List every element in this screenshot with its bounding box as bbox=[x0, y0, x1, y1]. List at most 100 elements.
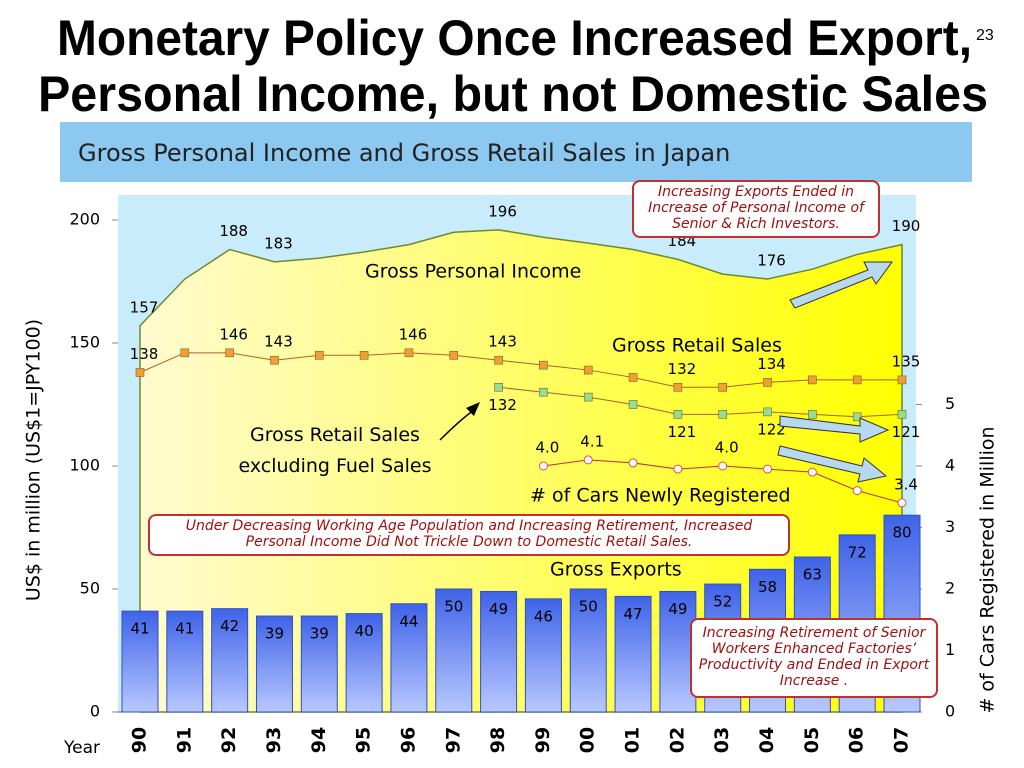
subtitle: Gross Personal Income and Gross Retail S… bbox=[78, 139, 730, 167]
bar-label: 49 bbox=[489, 600, 508, 618]
x-tick-label: 94 bbox=[308, 727, 330, 753]
bar-label: 39 bbox=[310, 625, 329, 643]
value-label: 134 bbox=[757, 355, 786, 373]
bar bbox=[480, 590, 518, 713]
x-tick-label: 96 bbox=[397, 727, 419, 753]
marker bbox=[539, 360, 548, 370]
value-label: 176 bbox=[757, 252, 786, 270]
marker bbox=[180, 348, 190, 358]
x-tick-label: 95 bbox=[353, 727, 375, 753]
value-label: 146 bbox=[219, 325, 248, 343]
y2-tick-label: 3 bbox=[945, 517, 955, 536]
x-tick-label: 93 bbox=[263, 727, 285, 753]
y2-tick-label: 4 bbox=[945, 456, 955, 475]
bar bbox=[166, 610, 204, 713]
subtitle-banner bbox=[60, 122, 972, 182]
x-tick-label: 98 bbox=[487, 727, 509, 753]
marker bbox=[314, 350, 324, 360]
bar bbox=[614, 595, 652, 713]
page-number: 23 bbox=[976, 27, 994, 44]
value-label: 143 bbox=[488, 333, 517, 351]
marker bbox=[539, 387, 548, 397]
marker bbox=[628, 458, 638, 468]
bar bbox=[121, 610, 159, 713]
value-label: 143 bbox=[264, 333, 293, 351]
series-label: Gross Retail Sales bbox=[612, 335, 782, 357]
marker bbox=[897, 375, 907, 385]
marker bbox=[583, 365, 593, 375]
x-tick-label: 03 bbox=[711, 727, 733, 753]
bar-label: 63 bbox=[803, 566, 822, 584]
y-tick-label: 100 bbox=[69, 456, 100, 475]
bar bbox=[211, 608, 249, 713]
value-label: 4.0 bbox=[715, 439, 739, 457]
bar-label: 44 bbox=[399, 612, 418, 630]
marker bbox=[718, 461, 728, 471]
x-tick-label: 97 bbox=[442, 727, 464, 753]
bar bbox=[569, 588, 607, 713]
line bbox=[139, 352, 902, 388]
annotation: Increasing Exports Ended in Increase of … bbox=[632, 180, 880, 238]
marker bbox=[763, 464, 773, 474]
marker bbox=[673, 464, 683, 474]
series-label: Gross Personal Income bbox=[365, 261, 581, 283]
y2-tick-label: 0 bbox=[945, 702, 955, 721]
bar bbox=[524, 598, 562, 713]
bar-label: 50 bbox=[579, 598, 598, 616]
bar-label: 50 bbox=[444, 598, 463, 616]
bar bbox=[435, 588, 473, 713]
x-tick-label: 91 bbox=[173, 727, 195, 753]
marker bbox=[763, 378, 772, 387]
arrow bbox=[779, 415, 890, 443]
marker bbox=[494, 355, 503, 365]
value-label: 146 bbox=[399, 325, 428, 343]
bar-label: 80 bbox=[892, 524, 911, 542]
bar bbox=[390, 603, 428, 713]
marker bbox=[359, 350, 369, 360]
y2-tick-label: 5 bbox=[945, 394, 955, 413]
value-label: 157 bbox=[130, 298, 159, 316]
marker bbox=[718, 382, 728, 392]
bar bbox=[255, 615, 293, 713]
bar bbox=[659, 590, 697, 713]
y-tick-label: 50 bbox=[80, 579, 100, 598]
bar-label: 42 bbox=[220, 617, 239, 635]
y2-tick-label: 1 bbox=[945, 640, 955, 659]
marker bbox=[628, 400, 638, 409]
bar-label: 39 bbox=[265, 625, 284, 643]
y2-tick-label: 2 bbox=[945, 579, 955, 598]
marker bbox=[852, 375, 862, 385]
series-label: Gross Retail Sales excluding Fuel Sales bbox=[238, 424, 432, 477]
title-line: Monetary Policy Once Increased Export, bbox=[57, 10, 972, 66]
bar-label: 41 bbox=[175, 620, 194, 638]
marker bbox=[673, 410, 683, 419]
series-label: # of Cars Newly Registered bbox=[530, 485, 791, 507]
x-tick-label: 04 bbox=[756, 727, 778, 753]
bar-label: 58 bbox=[758, 578, 777, 596]
title-line: Personal Income, but not Domestic Sales bbox=[38, 66, 988, 122]
marker bbox=[225, 348, 234, 358]
marker bbox=[718, 410, 728, 419]
bar-label: 52 bbox=[713, 593, 732, 611]
value-label: 132 bbox=[488, 396, 517, 414]
value-label: 121 bbox=[668, 423, 697, 441]
x-tick-label: 06 bbox=[846, 727, 868, 753]
x-tick-label: 05 bbox=[801, 727, 823, 753]
x-tick-label: 99 bbox=[532, 727, 554, 753]
bar-label: 72 bbox=[848, 543, 867, 561]
value-label: 122 bbox=[757, 420, 786, 438]
marker bbox=[807, 467, 817, 477]
marker bbox=[808, 375, 817, 385]
y-tick-label: 200 bbox=[69, 210, 100, 229]
bar-label: 47 bbox=[624, 605, 643, 623]
marker bbox=[404, 348, 414, 358]
value-label: 190 bbox=[892, 217, 921, 235]
line bbox=[498, 386, 903, 418]
y-axis-label: US$ in million (US$1=JPY100) bbox=[23, 319, 45, 601]
marker bbox=[449, 350, 459, 360]
bar bbox=[345, 613, 383, 713]
marker bbox=[583, 392, 593, 402]
value-label: 196 bbox=[488, 202, 517, 220]
x-tick-label: 00 bbox=[577, 727, 599, 753]
x-tick-label: 07 bbox=[891, 727, 913, 753]
